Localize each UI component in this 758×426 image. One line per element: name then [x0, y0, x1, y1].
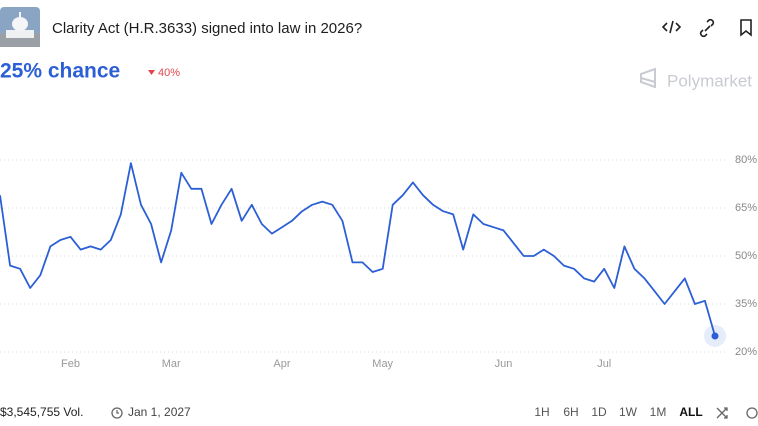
x-tick-label: Jun	[495, 358, 513, 370]
brand-logo: Polymarket	[640, 67, 752, 90]
footer-icons[interactable]	[716, 407, 758, 419]
range-button[interactable]: 1W	[619, 405, 638, 419]
change: 40%	[158, 67, 180, 79]
y-tick-label: 20%	[735, 346, 757, 358]
y-tick-label: 35%	[735, 298, 757, 310]
range-button[interactable]: 1D	[591, 405, 607, 419]
x-tick-label: May	[372, 358, 393, 370]
x-tick-label: Mar	[162, 358, 181, 370]
range-button[interactable]: 1H	[534, 405, 549, 419]
range-button[interactable]: ALL	[679, 405, 702, 419]
x-tick-label: Jul	[597, 358, 611, 370]
end-point	[711, 332, 719, 340]
y-tick-label: 50%	[735, 250, 757, 262]
clock-icon	[111, 407, 123, 419]
volume: $3,545,755 Vol.	[0, 405, 83, 419]
price-line	[0, 162, 716, 337]
down-arrow	[148, 70, 155, 75]
range-buttons: 1H 6H 1D 1W 1M ALL	[534, 405, 702, 419]
range-button[interactable]: 6H	[563, 405, 578, 419]
chance: 25% chance	[0, 60, 120, 83]
header-icons[interactable]	[661, 18, 752, 38]
end-date: Jan 1, 2027	[128, 405, 191, 419]
y-tick-label: 80%	[735, 154, 757, 166]
market-icon	[0, 7, 40, 47]
x-tick-label: Feb	[61, 358, 80, 370]
x-tick-label: Apr	[273, 358, 290, 370]
y-tick-label: 65%	[735, 202, 757, 214]
brand: Polymarket	[667, 71, 752, 90]
range-button[interactable]: 1M	[650, 405, 667, 419]
market-title: Clarity Act (H.R.3633) signed into law i…	[52, 20, 362, 37]
